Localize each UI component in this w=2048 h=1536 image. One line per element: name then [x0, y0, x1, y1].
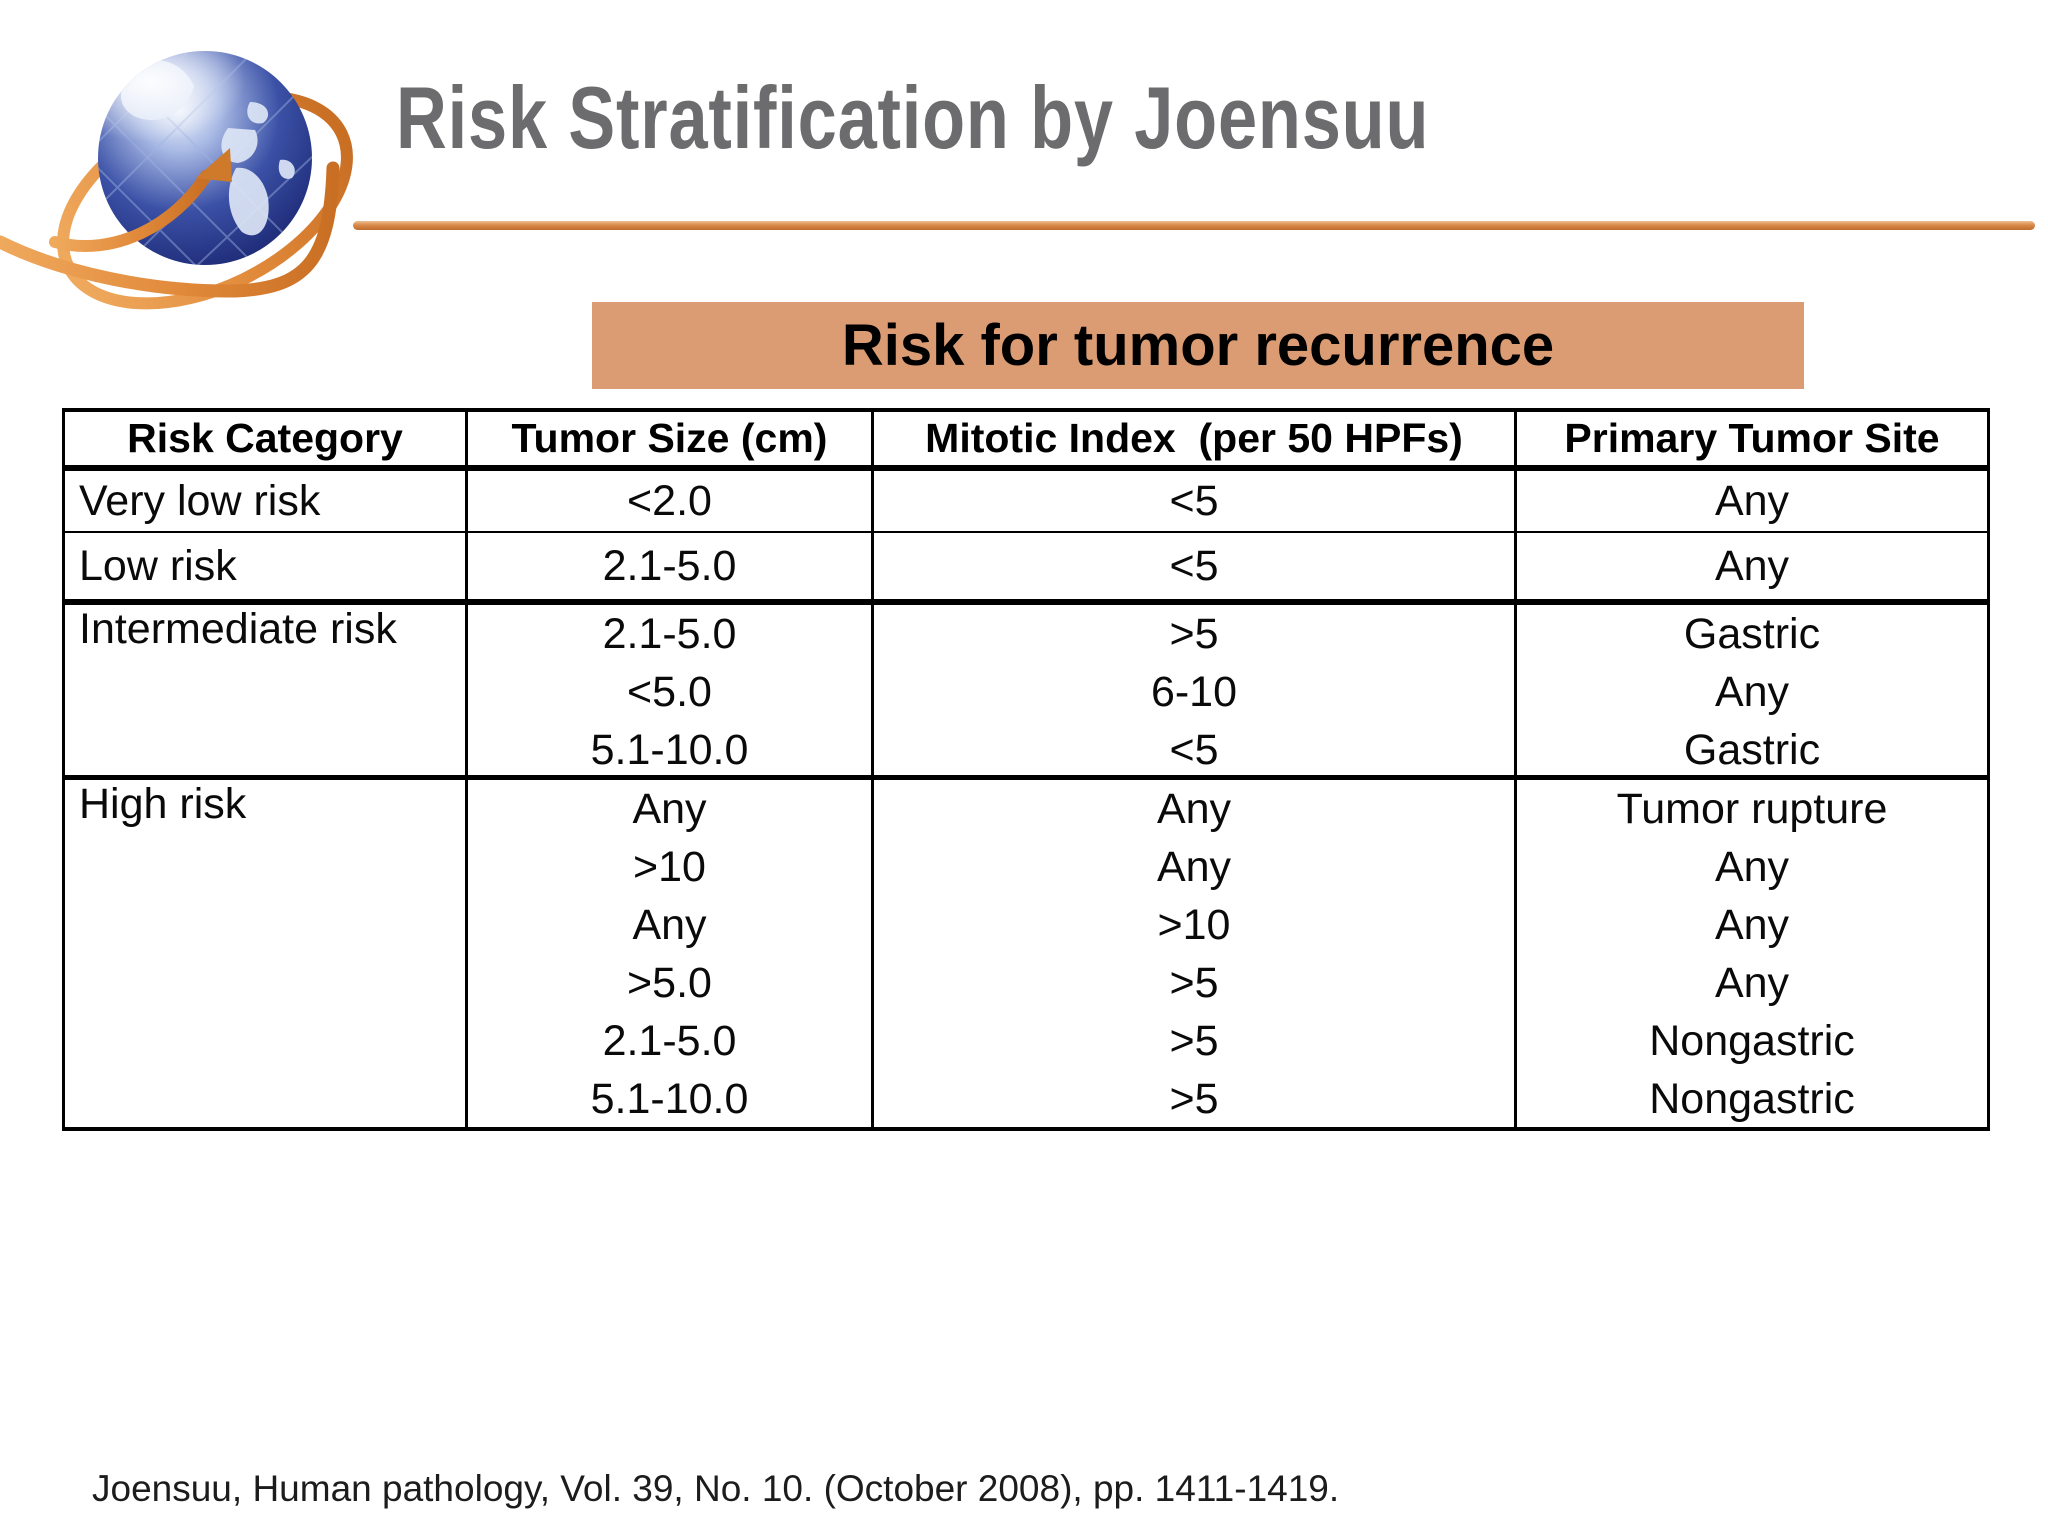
- cell-mitotic-index: >5 6-10 <5: [871, 605, 1514, 779]
- cell-category: High risk: [79, 780, 247, 828]
- cell-mitotic-index: Any Any >10 >5 >5 >5: [871, 780, 1514, 1128]
- col-header-mitotic-index: Mitotic Index (per 50 HPFs): [871, 412, 1514, 465]
- table-row-high-risk: High risk Any >10 Any >5.0 2.1-5.0 5.1-1…: [65, 775, 1987, 1128]
- cell-tumor-size: Any >10 Any >5.0 2.1-5.0 5.1-10.0: [465, 780, 871, 1128]
- col-header-tumor-size: Tumor Size (cm): [465, 412, 871, 465]
- cell-mitotic-index: <5: [871, 471, 1514, 531]
- cell-tumor-size: <2.0: [465, 471, 871, 531]
- cell-mitotic-index: <5: [871, 533, 1514, 599]
- table-row-low-risk: Low risk 2.1-5.0 <5 Any: [65, 531, 1987, 599]
- citation-text: Joensuu, Human pathology, Vol. 39, No. 1…: [92, 1468, 1340, 1509]
- globe-logo-icon: [0, 51, 353, 310]
- table-row-very-low-risk: Very low risk <2.0 <5 Any: [65, 465, 1987, 531]
- cell-category: Very low risk: [79, 476, 321, 525]
- cell-category: Intermediate risk: [79, 605, 397, 653]
- cell-tumor-site: Gastric Any Gastric: [1514, 605, 1987, 779]
- col-header-risk-category: Risk Category: [127, 415, 403, 461]
- page-title: Risk Stratification by Joensuu: [396, 68, 1430, 167]
- col-header-primary-tumor-site: Primary Tumor Site: [1514, 412, 1987, 465]
- cell-tumor-site: Any: [1514, 533, 1987, 599]
- table-row-intermediate-risk: Intermediate risk 2.1-5.0 <5.0 5.1-10.0 …: [65, 599, 1987, 779]
- risk-table: Risk Category Tumor Size (cm) Mitotic In…: [62, 408, 1990, 1131]
- cell-tumor-size: 2.1-5.0 <5.0 5.1-10.0: [465, 605, 871, 779]
- banner-title: Risk for tumor recurrence: [841, 313, 1555, 378]
- table-header-row: Risk Category Tumor Size (cm) Mitotic In…: [65, 412, 1987, 465]
- cell-tumor-site: Any: [1514, 471, 1987, 531]
- cell-tumor-size: 2.1-5.0: [465, 533, 871, 599]
- title-divider-line: [353, 221, 2035, 230]
- cell-tumor-site: Tumor rupture Any Any Any Nongastric Non…: [1514, 780, 1987, 1128]
- cell-category: Low risk: [79, 541, 237, 590]
- banner: Risk for tumor recurrence: [592, 302, 1804, 389]
